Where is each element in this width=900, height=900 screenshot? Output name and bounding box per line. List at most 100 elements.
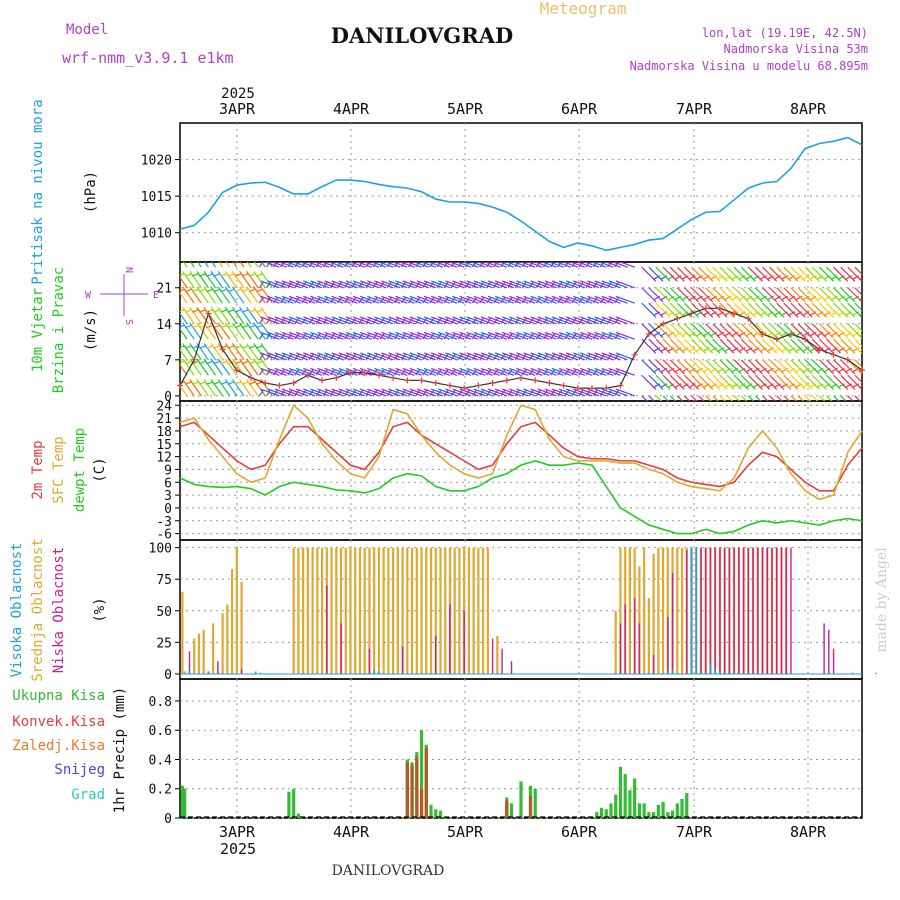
wind-barb-flag [234, 273, 242, 277]
wind-barb [196, 286, 209, 304]
wind-barb [615, 388, 635, 397]
wind-barb [833, 266, 849, 282]
wind-barb [494, 316, 515, 325]
wind-barb-flag [543, 281, 549, 288]
wind-barb [719, 266, 735, 282]
wind-barb-flag [184, 345, 192, 349]
wind-barb-flag [429, 353, 435, 361]
wind-speed-marker [262, 379, 269, 386]
wind-barb [430, 280, 451, 289]
wind-barb-flag [344, 389, 350, 397]
wind-barb-flag [401, 281, 407, 288]
wind-barb [818, 302, 834, 318]
wind-barb-flag [301, 333, 307, 340]
wind-barb [530, 388, 550, 397]
wind-barb [452, 280, 472, 289]
wind-barb [818, 266, 834, 282]
total-precip-bar [647, 812, 651, 818]
wind-barb [840, 266, 856, 282]
wind-barb [719, 374, 735, 390]
wind-barb [733, 287, 749, 303]
wind-barb-flag [372, 297, 378, 304]
wind-barb-flag [180, 288, 185, 292]
wind-barb [430, 331, 451, 340]
wind-barb-flag [337, 333, 343, 340]
wind-barb-flag [867, 296, 873, 299]
wind-barb-flag [578, 369, 584, 376]
wind-barb-flag [401, 317, 407, 325]
wind-barb-flag [457, 333, 463, 340]
wind-barb-flag [599, 369, 605, 376]
wind-barb [384, 262, 401, 268]
wind-barb [726, 359, 742, 375]
wind-barb-flag [874, 296, 880, 299]
wind-barb-flag [191, 273, 199, 277]
wind-barb [662, 395, 670, 401]
wind-barb [494, 352, 515, 361]
wind-barb [320, 262, 337, 268]
wind-barb-flag [266, 389, 272, 397]
wind-barb-flag [614, 353, 620, 361]
wind-barb [473, 367, 493, 376]
wind-barb [833, 287, 849, 303]
wind-barb [551, 295, 571, 304]
wind-barb-flag [280, 317, 286, 325]
wind-barb-flag [164, 346, 171, 348]
wind-speed-marker [773, 336, 780, 343]
wind-barb-flag [322, 369, 328, 376]
wind-barb [719, 395, 726, 401]
wind-barb-flag [464, 353, 470, 361]
total-precip-bar [509, 803, 514, 818]
ytick-label: 50 [156, 605, 172, 620]
wind-barb-flag [273, 389, 279, 397]
wind-barb-flag [564, 317, 570, 325]
top-xtick-label: 8APR [790, 100, 827, 118]
pressure-line [179, 136, 863, 252]
wind-barb [683, 323, 699, 339]
wind-barb-flag [301, 262, 307, 268]
total-precip-bar [183, 788, 187, 818]
wind-barb [804, 374, 820, 390]
wind-barb [288, 280, 309, 289]
wind-barb [231, 307, 245, 325]
wind-barb [502, 280, 522, 289]
wind-barb-flag [528, 333, 534, 340]
wind-barb [558, 388, 579, 397]
wind-barb-flag [479, 297, 485, 304]
wind-barb-flag [241, 288, 249, 293]
wind-barb-flag [429, 317, 435, 325]
wind-barb [352, 316, 373, 325]
wind-barb [331, 331, 351, 340]
wind-barb [740, 323, 756, 339]
wind-barb [544, 295, 564, 304]
wind-barb [762, 266, 778, 282]
wind-barb [355, 262, 373, 268]
wind-barb [182, 307, 195, 325]
wind-barb [655, 359, 671, 375]
wind-barb [755, 359, 771, 375]
ytick-label: 100 [149, 542, 172, 557]
wind-barb [374, 280, 394, 289]
wind-barb-flag [329, 281, 336, 288]
wind-barb-flag [315, 389, 321, 397]
wind-barb-flag [535, 262, 541, 268]
wind-barb [430, 316, 451, 325]
wind-barb-flag [393, 369, 399, 376]
wind-barb [409, 316, 429, 325]
wind-barb [224, 343, 238, 361]
wind-barb [374, 388, 394, 397]
wind-barb-flag [408, 262, 413, 268]
wind-barb [196, 307, 209, 325]
ytick-label: 0 [164, 502, 172, 517]
wind-barb [217, 358, 231, 376]
wind-barb-flag [287, 281, 293, 288]
wind-barb [352, 352, 373, 361]
wind-barb [196, 271, 209, 289]
wind-barb [733, 266, 749, 282]
wind-barb [669, 395, 677, 401]
total-precip-bar [296, 813, 301, 818]
wind-barb [797, 302, 813, 318]
wind-barb-flag [301, 353, 307, 361]
wind-barb [516, 367, 536, 376]
wind-barb-flag [242, 253, 249, 255]
